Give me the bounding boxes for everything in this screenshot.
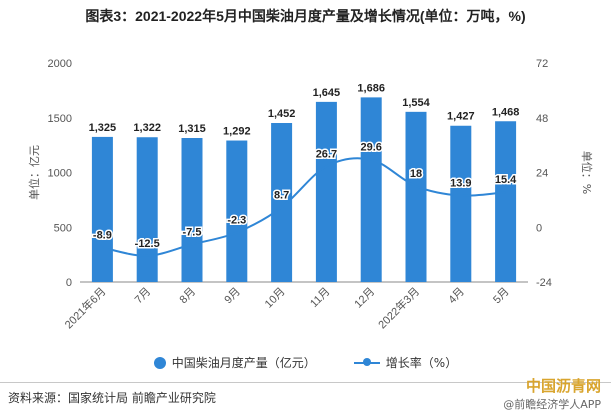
x-tick-label: 8月 <box>178 286 199 307</box>
bar <box>181 138 203 282</box>
x-tick-label: 9月 <box>222 286 243 307</box>
line-value-label: 8.7 <box>274 189 289 201</box>
y2-tick-label: -24 <box>536 277 552 289</box>
chart-plot: 0 500 1000 1500 2000 -24 0 24 48 72 单位：亿元 单位：% 1,325… <box>27 58 594 331</box>
x-tick-label: 10月 <box>263 286 288 311</box>
bar-value-label: 1,315 <box>178 123 206 135</box>
line-value-label: -8.9 <box>93 230 112 242</box>
chart-title: 图表3：2021-2022年5月中国柴油月度产量及增长情况(单位：万吨，%) <box>85 8 526 24</box>
y-axis-title: 单位：亿元 <box>27 145 41 200</box>
bar <box>91 136 113 282</box>
source-note: 资料来源：国家统计局 前瞻产业研究院 <box>8 391 216 405</box>
bar <box>226 140 248 282</box>
legend-item-bar: 中国柴油月度产量（亿元） <box>153 354 316 371</box>
legend-bar-label: 中国柴油月度产量（亿元） <box>171 356 316 370</box>
legend-line-label: 增长率（%） <box>385 356 458 370</box>
x-tick-label: 7月 <box>133 286 154 307</box>
x-tick-label: 11月 <box>308 286 332 310</box>
bar <box>315 101 337 282</box>
watermark-site: 中国沥青网 <box>525 377 601 395</box>
y2-tick-label: 24 <box>536 168 548 180</box>
line-value-label: -12.5 <box>135 238 160 250</box>
bar-value-label: 1,452 <box>268 108 296 120</box>
bar-value-label: 1,645 <box>313 87 341 99</box>
x-tick-label: 5月 <box>491 286 512 307</box>
footer-divider <box>0 382 611 383</box>
y2-tick-label: 0 <box>536 222 542 234</box>
y-tick-label: 2000 <box>48 58 72 70</box>
x-tick-label: 12月 <box>352 286 377 311</box>
growth-line <box>102 157 506 257</box>
bar <box>271 123 293 282</box>
bar <box>136 137 158 282</box>
y-tick-label: 1000 <box>48 168 72 180</box>
y2-axis-title: 单位：% <box>580 151 594 194</box>
bar <box>450 125 472 282</box>
bar-value-label: 1,686 <box>357 82 385 94</box>
line-value-label: 13.9 <box>450 178 471 190</box>
x-tick-label: 2021年6月 <box>61 284 108 331</box>
line-value-label: 26.7 <box>316 148 337 160</box>
bar-value-label: 1,322 <box>133 122 161 134</box>
y2-tick-label: 72 <box>536 58 548 70</box>
y-tick-label: 1500 <box>48 113 72 125</box>
x-tick-label: 2022年3月 <box>375 284 422 331</box>
bar <box>405 111 427 282</box>
bar <box>360 97 382 283</box>
line-value-label: 15.4 <box>495 174 517 186</box>
y-tick-label: 500 <box>54 222 72 234</box>
bar-value-label: 1,427 <box>447 111 475 123</box>
legend-line-swatch <box>353 357 380 366</box>
bar <box>495 121 517 282</box>
bar-value-label: 1,292 <box>223 126 251 138</box>
x-tick-label: 4月 <box>446 286 467 307</box>
y2-tick-label: 48 <box>536 113 548 125</box>
bar-value-label: 1,554 <box>402 97 430 109</box>
line-value-label: 29.6 <box>360 142 381 154</box>
line-value-label: -7.5 <box>183 226 202 238</box>
bar-value-label: 1,325 <box>89 122 117 134</box>
legend: 中国柴油月度产量（亿元） 增长率（%） <box>0 354 611 371</box>
watermark-app: @前瞻经济学人APP <box>503 398 601 411</box>
legend-item-line: 增长率（%） <box>353 354 458 371</box>
line-value-label: 18 <box>410 168 422 180</box>
y-tick-label: 0 <box>66 277 72 289</box>
bar-value-label: 1,468 <box>492 106 520 118</box>
legend-bar-swatch <box>153 356 166 369</box>
line-value-label: -2.3 <box>227 214 246 226</box>
